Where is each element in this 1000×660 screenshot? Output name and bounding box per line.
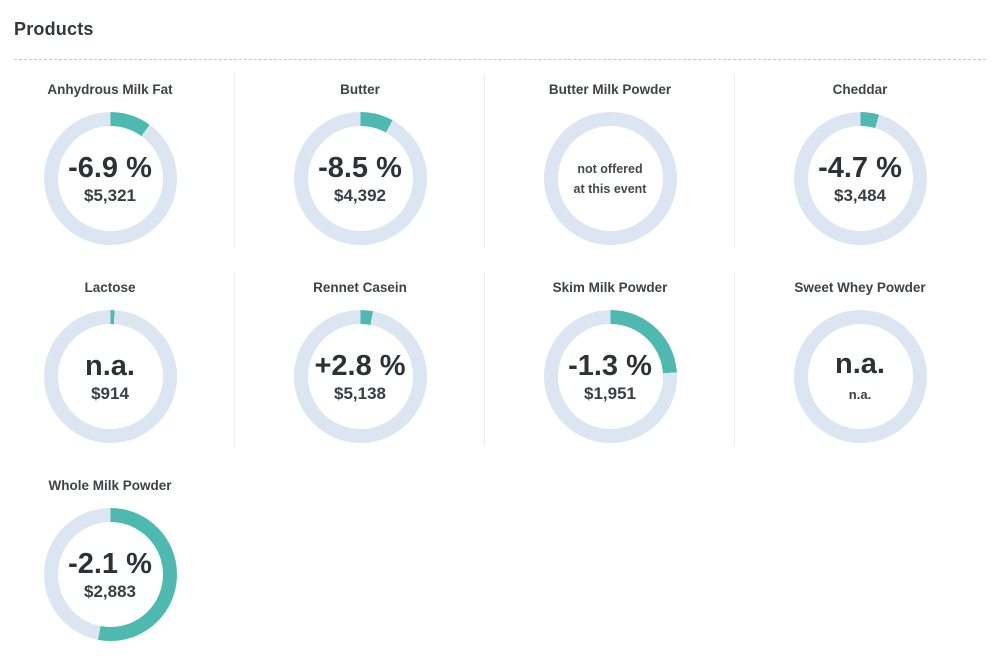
price-change-percent: -6.9 % bbox=[68, 151, 152, 184]
product-name: Sweet Whey Powder bbox=[794, 280, 926, 295]
product-card-lactose: Lactose n.a. $914 bbox=[0, 258, 235, 456]
donut-center: n.a. n.a. bbox=[807, 324, 913, 429]
product-name: Cheddar bbox=[832, 82, 888, 97]
price-change-percent: -4.7 % bbox=[818, 151, 902, 184]
product-card-butter-milk-powder: Butter Milk Powder not offered at this e… bbox=[485, 60, 735, 258]
donut-chart[interactable]: -8.5 % $4,392 bbox=[293, 112, 427, 245]
donut-center: -8.5 % $4,392 bbox=[307, 126, 413, 231]
donut-chart[interactable]: +2.8 % $5,138 bbox=[293, 310, 427, 443]
product-name: Whole Milk Powder bbox=[48, 478, 172, 493]
page-title: Products bbox=[14, 19, 94, 39]
product-card-sweet-whey-powder: Sweet Whey Powder n.a. n.a. bbox=[735, 258, 985, 456]
donut-center: -2.1 % $2,883 bbox=[57, 522, 163, 627]
donut-center: not offered at this event bbox=[557, 126, 663, 231]
product-card-anhydrous-milk-fat: Anhydrous Milk Fat -6.9 % $5,321 bbox=[0, 60, 235, 258]
price-value: $2,883 bbox=[84, 581, 136, 601]
price-change-percent: -2.1 % bbox=[68, 547, 152, 580]
donut-center: -1.3 % $1,951 bbox=[557, 324, 663, 429]
product-name: Lactose bbox=[84, 280, 136, 295]
donut-chart[interactable]: -2.1 % $2,883 bbox=[43, 508, 177, 641]
not-offered-note: not offered at this event bbox=[574, 159, 647, 199]
donut-center: -6.9 % $5,321 bbox=[57, 126, 163, 231]
price-change-percent: n.a. bbox=[85, 349, 135, 382]
product-card-butter: Butter -8.5 % $4,392 bbox=[235, 60, 485, 258]
product-name: Butter Milk Powder bbox=[548, 82, 672, 97]
price-value: $914 bbox=[91, 383, 129, 403]
donut-center: -4.7 % $3,484 bbox=[807, 126, 913, 231]
product-name: Skim Milk Powder bbox=[552, 280, 668, 295]
section-divider bbox=[14, 59, 986, 60]
product-card-cheddar: Cheddar -4.7 % $3,484 bbox=[735, 60, 985, 258]
donut-chart[interactable]: -4.7 % $3,484 bbox=[793, 112, 927, 245]
donut-chart[interactable]: -1.3 % $1,951 bbox=[543, 310, 677, 443]
donut-center: n.a. $914 bbox=[57, 324, 163, 429]
donut-chart[interactable]: n.a. $914 bbox=[43, 310, 177, 443]
products-grid: Anhydrous Milk Fat -6.9 % $5,321 Butter … bbox=[0, 60, 1000, 654]
product-name: Rennet Casein bbox=[313, 280, 407, 295]
donut-chart[interactable]: n.a. n.a. bbox=[793, 310, 927, 443]
price-change-percent: n.a. bbox=[835, 348, 885, 380]
price-value: n.a. bbox=[848, 387, 872, 402]
price-change-percent: -8.5 % bbox=[318, 151, 402, 184]
price-value: $4,392 bbox=[334, 185, 386, 205]
not-offered-line-1: not offered bbox=[577, 161, 643, 176]
donut-center: +2.8 % $5,138 bbox=[307, 324, 413, 429]
price-value: $5,138 bbox=[334, 383, 386, 403]
price-value: $3,484 bbox=[834, 185, 886, 205]
product-card-rennet-casein: Rennet Casein +2.8 % $5,138 bbox=[235, 258, 485, 456]
product-name: Butter bbox=[340, 82, 380, 97]
product-card-skim-milk-powder: Skim Milk Powder -1.3 % $1,951 bbox=[485, 258, 735, 456]
product-name: Anhydrous Milk Fat bbox=[47, 82, 173, 97]
price-value: $1,951 bbox=[584, 383, 636, 403]
price-value: $5,321 bbox=[84, 185, 136, 205]
price-change-percent: -1.3 % bbox=[568, 349, 652, 382]
not-offered-line-2: at this event bbox=[573, 181, 647, 196]
products-dashboard: Products Anhydrous Milk Fat -6.9 % $5,32… bbox=[0, 20, 1000, 660]
donut-chart[interactable]: not offered at this event bbox=[543, 112, 677, 245]
donut-chart[interactable]: -6.9 % $5,321 bbox=[43, 112, 177, 245]
product-card-whole-milk-powder: Whole Milk Powder -2.1 % $2,883 bbox=[0, 456, 235, 654]
price-change-percent: +2.8 % bbox=[314, 349, 406, 382]
